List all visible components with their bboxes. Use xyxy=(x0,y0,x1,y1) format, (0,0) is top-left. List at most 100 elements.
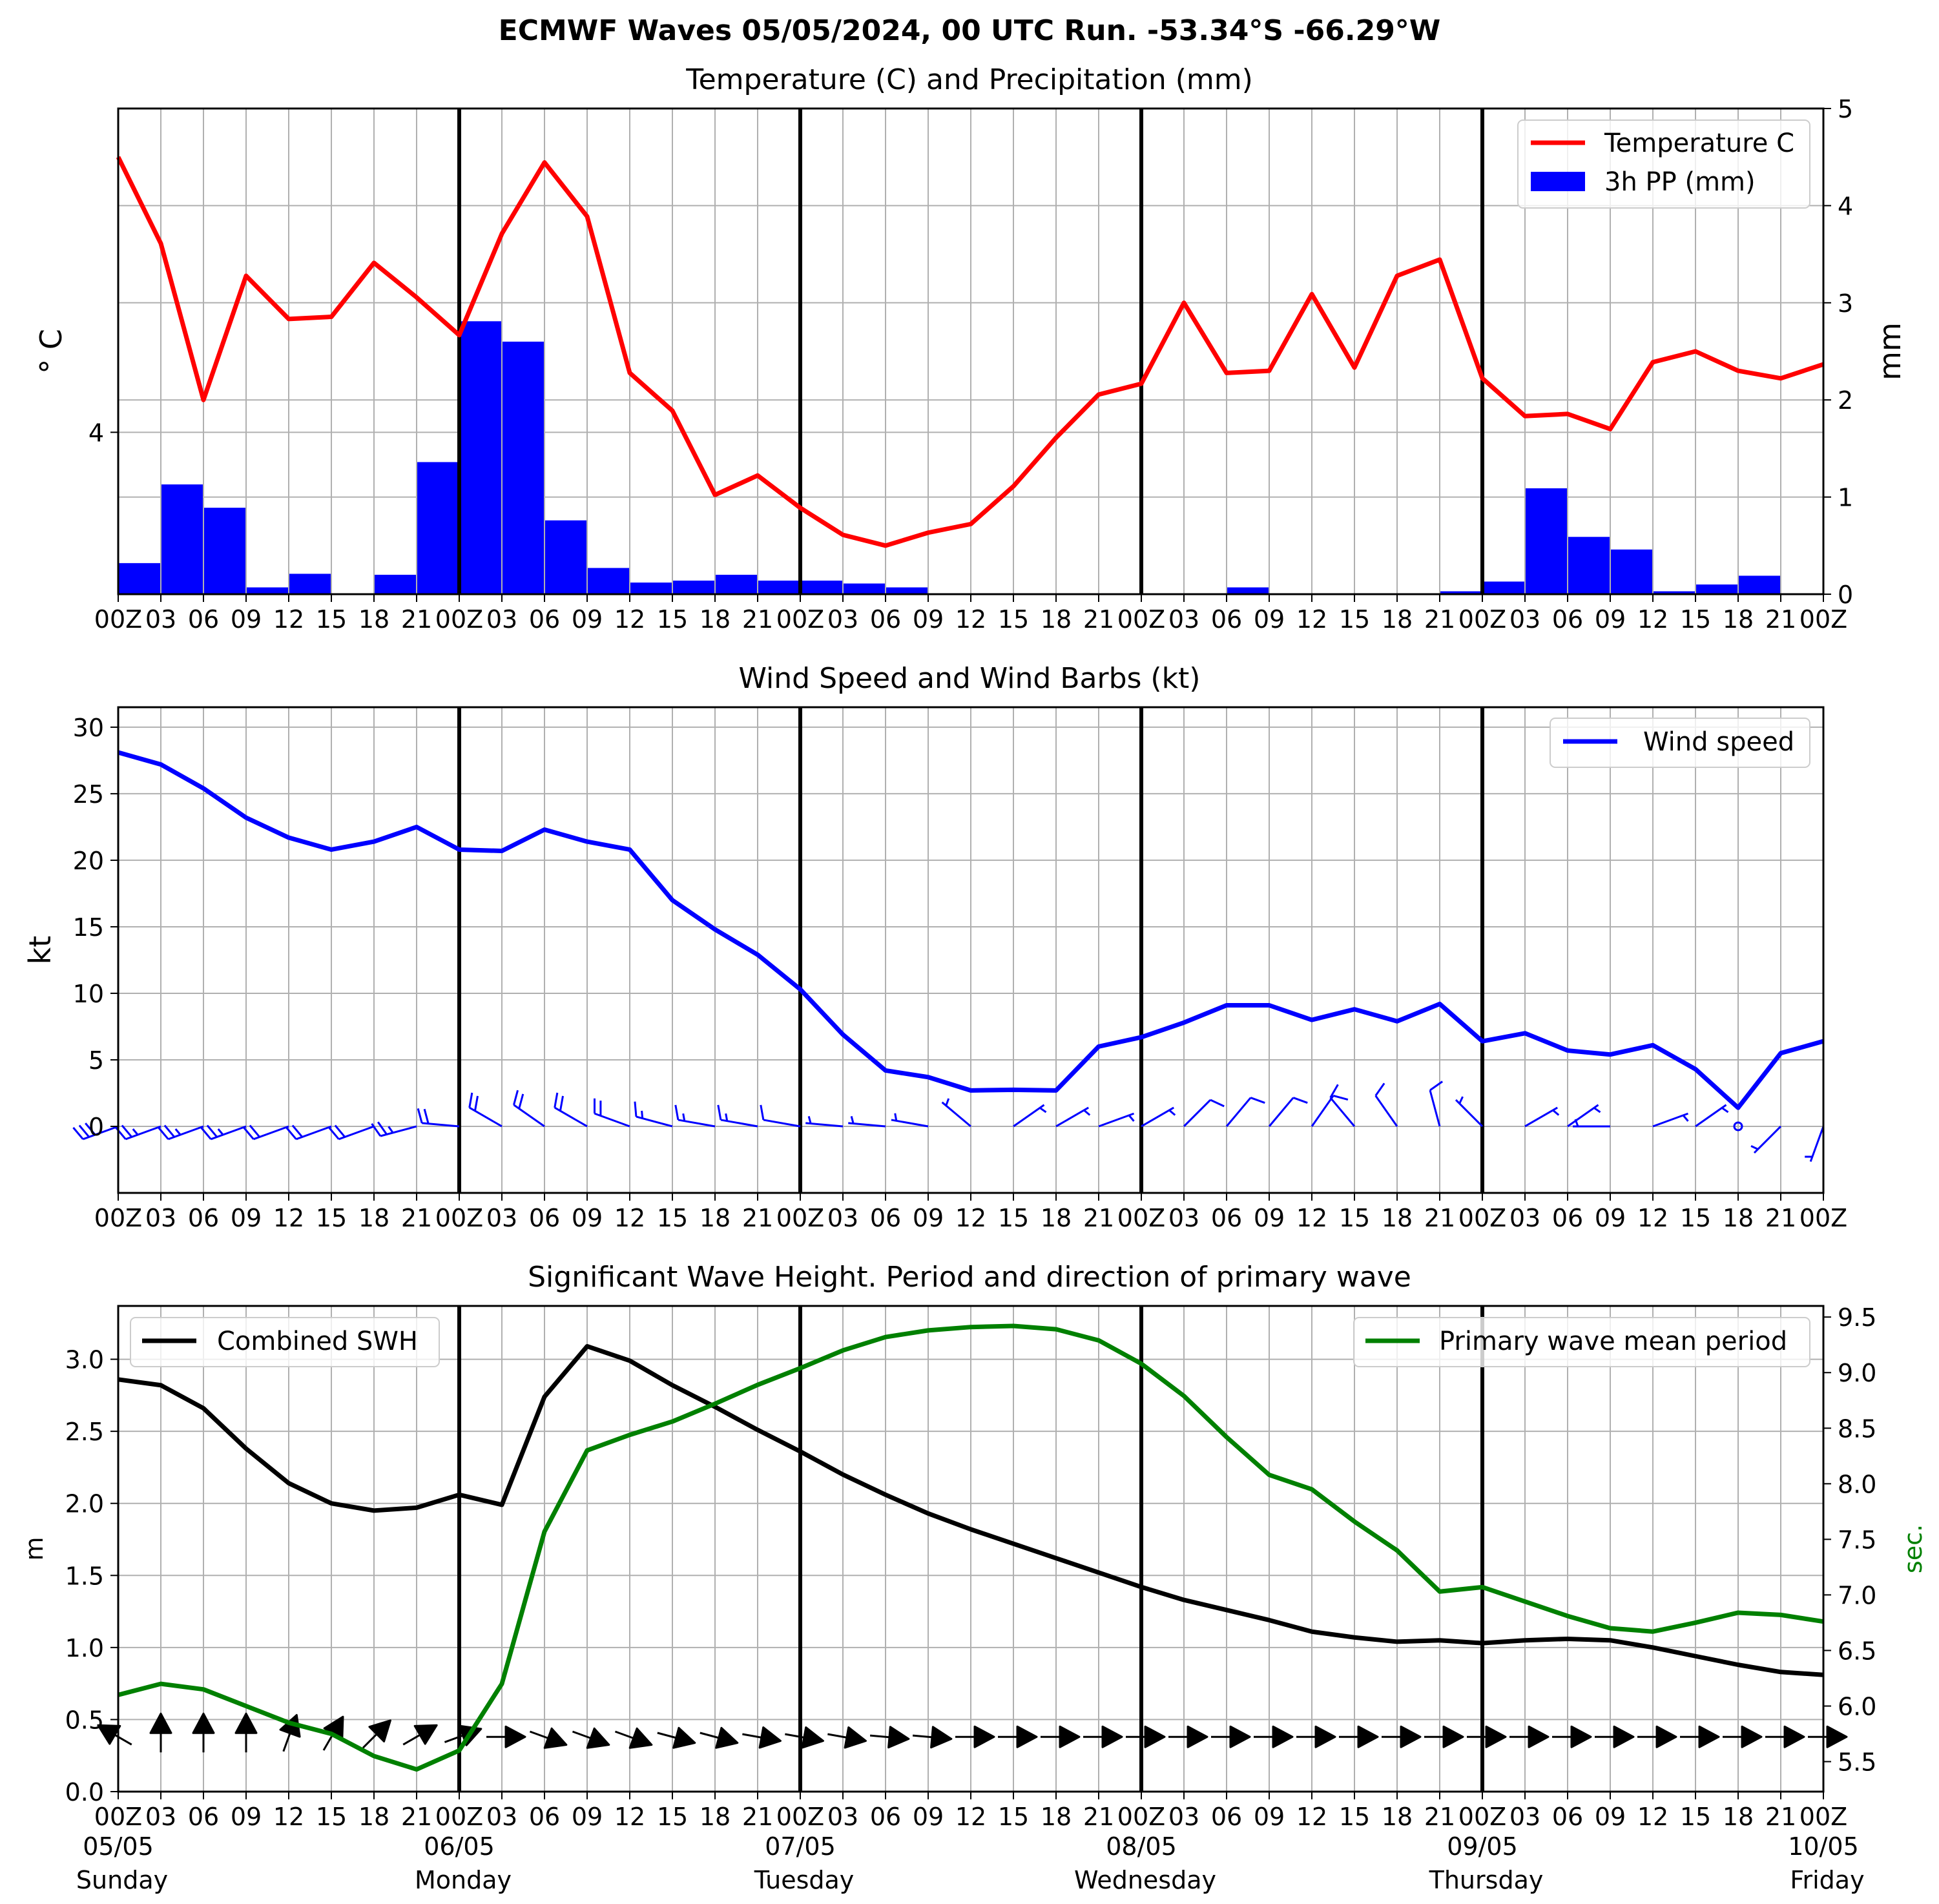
panel1-title: Temperature (C) and Precipitation (mm) xyxy=(685,63,1253,96)
panel2-xticks: 00Z 03 06 09 12 15 18 21 00Z 03 06 09 12 15 18 21 00Z 03 0… xyxy=(94,1193,1847,1232)
x-tick-label: 15 xyxy=(1680,1204,1711,1232)
x-tick-label: 15 xyxy=(316,605,347,634)
panel3-xticks: 00Z 03 06 09 12 15 18 21 00Z 03 06 09 12 15 18 21 00Z 03 0… xyxy=(94,1792,1847,1831)
wind-barb xyxy=(328,1124,375,1141)
x-tick-label: 15 xyxy=(1680,1803,1711,1831)
period-line-group xyxy=(118,1323,1824,1772)
wind-barb xyxy=(1268,1097,1308,1127)
x-tick-label: 00Z xyxy=(1117,605,1165,634)
day-date-label: 09/05 xyxy=(1447,1832,1518,1861)
panel1-yticks-left: 4 xyxy=(88,419,118,447)
wind-barb xyxy=(158,1124,204,1141)
day-name-label: Friday xyxy=(1790,1866,1864,1894)
x-tick-label: 21 xyxy=(401,605,432,634)
wind-barb xyxy=(371,1121,417,1137)
x-tick-label: 03 xyxy=(1509,1204,1540,1232)
temperature-precip-panel: Temperature (C) and Precipitation (mm) 0… xyxy=(34,63,1907,634)
wave-direction-arrow xyxy=(1765,1725,1805,1748)
x-tick-label: 06 xyxy=(870,1803,901,1831)
x-tick-label: 00Z xyxy=(1117,1803,1165,1831)
x-tick-label: 21 xyxy=(401,1803,432,1831)
wind-barb xyxy=(1805,1126,1825,1163)
precip-bar xyxy=(1568,537,1610,594)
x-tick-label: 18 xyxy=(1382,1803,1413,1831)
x-tick-label: 00Z xyxy=(776,1204,824,1232)
wind-barb xyxy=(1652,1112,1689,1128)
panel2-title: Wind Speed and Wind Barbs (kt) xyxy=(739,662,1201,695)
y-tick-label: 8.0 xyxy=(1838,1470,1876,1498)
y-tick-label: 0.0 xyxy=(65,1778,104,1806)
precip-bar xyxy=(204,508,245,594)
x-tick-label: 09 xyxy=(1254,605,1285,634)
x-tick-label: 03 xyxy=(145,605,176,634)
legend-swh-label: Combined SWH xyxy=(217,1327,418,1356)
wave-direction-arrow xyxy=(1083,1725,1123,1748)
x-tick-label: 18 xyxy=(1041,1803,1072,1831)
wind-panel: Wind Speed and Wind Barbs (kt) 00Z 03 06 09… xyxy=(23,662,1847,1232)
x-tick-label: 12 xyxy=(614,1803,645,1831)
panel3-legend-swh: Combined SWH xyxy=(130,1317,440,1367)
period-legend-box xyxy=(1353,1317,1810,1367)
x-tick-label: 03 xyxy=(827,605,858,634)
x-tick-label: 03 xyxy=(827,1204,858,1232)
x-tick-label: 06 xyxy=(1211,1803,1242,1831)
day-date-label: 05/05 xyxy=(83,1832,154,1861)
x-tick-label: 12 xyxy=(1296,1204,1327,1232)
x-tick-label: 09 xyxy=(913,605,944,634)
wind-barb xyxy=(1311,1095,1349,1127)
x-tick-label: 18 xyxy=(358,605,389,634)
x-tick-label: 21 xyxy=(1424,1204,1455,1232)
y-tick-label: 1 xyxy=(1838,484,1853,512)
x-tick-label: 06 xyxy=(188,1803,219,1831)
x-tick-label: 00Z xyxy=(94,605,142,634)
wave-direction-arrow xyxy=(402,1724,438,1746)
wind-barb xyxy=(1524,1106,1560,1128)
wave-direction-arrow xyxy=(486,1725,526,1748)
x-tick-label: 12 xyxy=(955,1204,986,1232)
y-tick-label: 3 xyxy=(1838,289,1853,318)
wave-direction-arrow xyxy=(785,1726,824,1749)
y-tick-label: 9.0 xyxy=(1838,1359,1876,1387)
x-tick-label: 15 xyxy=(316,1803,347,1831)
x-tick-label: 06 xyxy=(870,1204,901,1232)
x-tick-label: 00Z xyxy=(435,1204,483,1232)
x-tick-label: 09 xyxy=(1254,1803,1285,1831)
precip-bar xyxy=(630,582,672,594)
x-tick-label: 18 xyxy=(1041,1204,1072,1232)
legend-precip-label: 3h PP (mm) xyxy=(1604,167,1756,197)
wind-barb xyxy=(891,1113,929,1128)
x-tick-label: 18 xyxy=(1041,605,1072,634)
y-tick-label: 0 xyxy=(88,1113,104,1141)
precip-bar xyxy=(417,462,459,594)
x-tick-label: 12 xyxy=(1296,605,1327,634)
wind-barb xyxy=(1567,1104,1601,1128)
x-tick-label: 18 xyxy=(1723,1803,1754,1831)
wave-direction-arrow xyxy=(955,1725,995,1748)
x-tick-label: 18 xyxy=(1382,1204,1413,1232)
swh-line xyxy=(118,1343,1824,1677)
x-tick-label: 06 xyxy=(529,1204,560,1232)
y-tick-label: 30 xyxy=(73,714,104,742)
x-tick-label: 00Z xyxy=(1458,1204,1506,1232)
x-tick-label: 15 xyxy=(1339,1204,1370,1232)
wind-barb xyxy=(805,1115,844,1128)
x-tick-label: 21 xyxy=(1424,1803,1455,1831)
legend-precip-swatch xyxy=(1531,172,1585,191)
day-labels: 05/05 Sunday 06/05 Monday 07/05 Tuesday 08/05 W… xyxy=(76,1832,1865,1894)
x-tick-label: 06 xyxy=(1552,605,1583,634)
day-date-label: 07/05 xyxy=(765,1832,836,1861)
wave-direction-arrow xyxy=(1254,1725,1294,1748)
panel3-grid xyxy=(118,1306,1823,1792)
wave-direction-arrow xyxy=(1126,1725,1166,1748)
legend-temperature-label: Temperature C xyxy=(1604,129,1794,158)
x-tick-label: 12 xyxy=(1637,1803,1668,1831)
precip-bar xyxy=(161,484,203,594)
panel2-legend: Wind speed xyxy=(1550,718,1810,768)
wind-barb xyxy=(468,1092,503,1128)
wind-barb xyxy=(285,1124,332,1141)
panel3-day-lines xyxy=(457,1306,1484,1792)
wave-direction-arrow xyxy=(1467,1725,1507,1748)
day-name-label: Monday xyxy=(415,1866,512,1894)
wind-barb xyxy=(1055,1106,1091,1128)
